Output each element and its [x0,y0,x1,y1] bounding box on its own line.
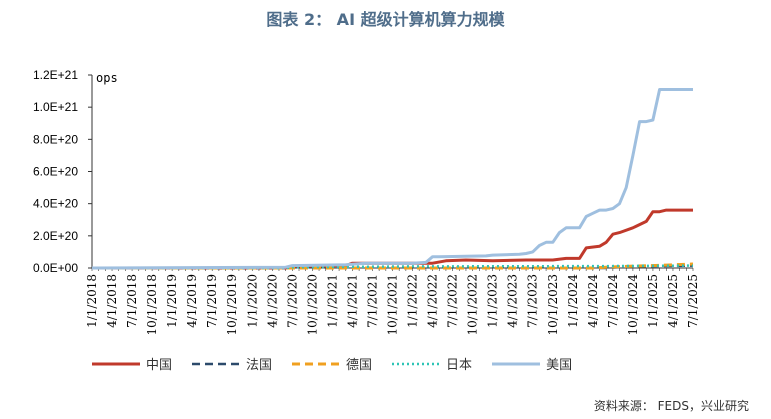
x-tick-label: 4/1/2025 [666,274,680,328]
legend-label: 德国 [346,358,373,373]
legend-swatch [92,362,140,365]
legend-item: 法国 [192,354,272,373]
x-tick-label: 4/1/2024 [586,274,600,328]
x-tick-label: 1/1/2019 [165,274,179,328]
x-tick-label: 7/1/2022 [446,274,460,328]
series-line [91,88,693,270]
legend-label: 美国 [546,358,573,373]
x-tick-label: 1/1/2021 [325,274,339,328]
legend-swatch [392,362,441,365]
legend-label: 法国 [246,358,273,373]
source-note: 资料来源： FEDS，兴业研究 [593,399,749,413]
x-tick-label: 7/1/2018 [125,274,139,328]
chart-axes: 0.0E+00 2.0E+20 4.0E+20 6.0E+20 8.0E+20 1.0E+… [33,68,700,336]
x-tick-label: 4/1/2023 [506,274,520,328]
x-tick-label: 7/1/2020 [285,274,299,328]
y-tick-label: 1.0E+21 [33,100,78,114]
x-tick-label: 1/1/2025 [646,274,660,328]
chart-legend: 中国 法国 德国 日本 美国 [92,354,592,373]
x-tick-label: 7/1/2024 [606,274,620,328]
y-tick-label: 6.0E+20 [33,165,78,179]
x-tick-label: 7/1/2025 [686,274,700,328]
legend-swatch [292,362,341,365]
legend-item: 日本 [392,354,472,373]
y-tick-label: 4.0E+20 [33,197,78,211]
x-tick-label: 1/1/2023 [486,274,500,328]
y-tick-label: 2.0E+20 [33,229,78,243]
x-tick-label: 4/1/2022 [426,274,440,328]
x-tick-label: 4/1/2021 [345,274,359,328]
x-tick-label: 1/1/2020 [245,274,259,328]
x-tick-label: 10/1/2020 [305,274,319,336]
series-line [92,208,693,270]
x-tick-label: 7/1/2023 [526,274,540,328]
y-tick-label: 0.0E+00 [33,261,78,275]
x-tick-label: 4/1/2019 [185,274,199,328]
x-tick-label: 10/1/2024 [626,274,640,336]
x-tick-label: 1/1/2024 [566,274,580,328]
y-tick-label: 1.2E+21 [33,68,78,82]
x-tick-label: 10/1/2022 [466,274,480,336]
x-tick-label: 1/1/2018 [85,274,99,328]
y-tick-label: 8.0E+20 [33,132,78,146]
chart-title: 图表 2： AI 超级计算机算力规模 [266,10,505,29]
legend-swatch [192,362,241,365]
legend-item: 德国 [292,354,372,373]
y-unit-label: ops [96,71,118,85]
x-tick-label: 10/1/2021 [386,274,400,336]
x-tick-label: 10/1/2023 [546,274,560,336]
legend-item: 美国 [492,354,572,373]
x-tick-label: 4/1/2018 [105,274,119,328]
series-line [92,262,694,270]
x-tick-label: 10/1/2019 [225,274,239,336]
x-tick-label: 4/1/2020 [265,274,279,328]
x-tick-label: 10/1/2018 [145,274,159,336]
legend-item: 中国 [92,354,172,373]
legend-swatch [492,362,541,365]
x-tick-label: 7/1/2019 [205,274,219,328]
x-tick-label: 1/1/2022 [406,274,420,328]
legend-label: 中国 [146,358,173,373]
legend-label: 日本 [446,358,473,373]
chart-series-lines [91,88,694,270]
x-tick-label: 7/1/2021 [365,274,379,328]
